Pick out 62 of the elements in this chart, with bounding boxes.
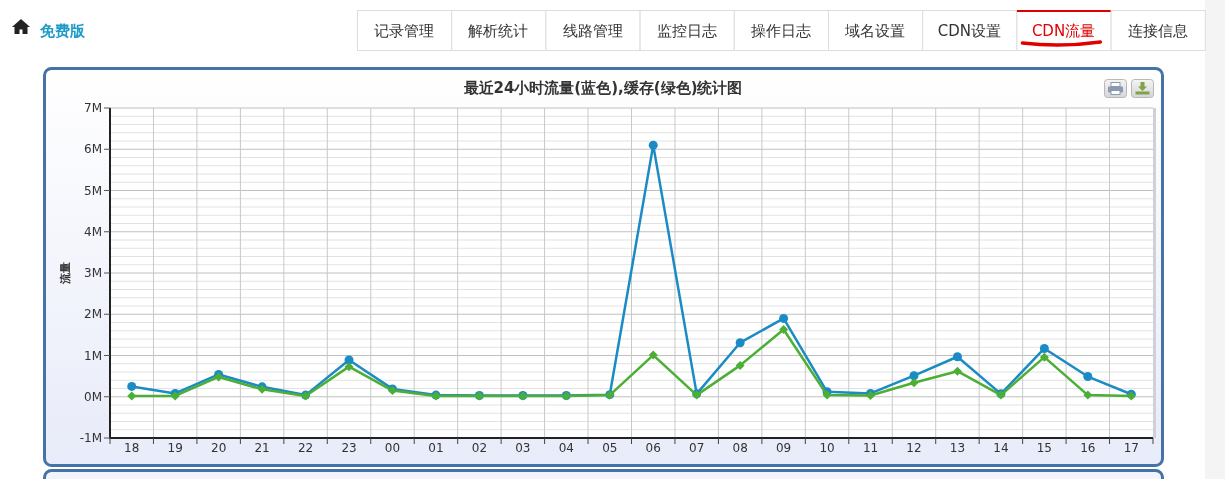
x-tick-label: 12 [906,441,922,455]
x-tick-label: 08 [732,441,748,455]
x-tick-label: 05 [602,441,618,455]
x-tick-label: 07 [689,441,705,455]
x-tick-label: 10 [819,441,835,455]
y-tick-label: 1M [84,348,102,363]
point [127,381,137,391]
x-tick-label: 19 [167,441,183,455]
y-axis-title: 流量 [59,262,72,285]
point [909,378,919,388]
point [909,371,919,381]
y-tick-label: 0M [84,389,102,404]
x-tick-label: 01 [428,441,444,455]
text: CDN流量 [1031,22,1096,40]
x-tick-label: 00 [384,441,401,455]
text: 操作日志 [750,22,811,40]
x-tick-label: 11 [862,441,879,455]
point [952,366,962,376]
point [344,355,354,365]
text: 连接信息 [1127,22,1188,40]
y-tick-label: 5M [84,183,102,198]
y-tick-label: -1M [79,431,102,446]
text: 解析统计 [468,22,529,40]
point [952,352,962,362]
text: 域名设置 [844,22,906,40]
text: 监控日志 [656,22,717,40]
x-tick-label: 04 [558,441,574,455]
point [344,362,354,372]
point [779,313,789,323]
point [1083,390,1093,400]
point [735,360,745,370]
y-tick-label: 6M [84,142,102,157]
x-tick-label: 03 [515,441,531,455]
x-tick-label: 13 [949,441,966,455]
x-tick-label: 23 [341,441,357,455]
x-tick-label: 06 [645,441,661,455]
point [779,325,789,335]
point [735,338,745,348]
y-tick-label: 2M [84,307,102,322]
text: 免费版 [39,22,86,40]
text: 线路管理 [562,22,623,40]
x-tick-label: 02 [471,441,488,455]
point [1039,352,1049,362]
x-tick-label: 21 [254,441,270,455]
point [1039,343,1049,353]
text: CDN设置 [937,22,1001,40]
point [648,140,658,150]
point [648,350,658,360]
x-tick-label: 22 [297,441,314,455]
point [1083,372,1093,382]
x-tick-label: 09 [775,441,792,455]
text: 记录管理 [374,22,435,40]
chart-title: 最近24小时流量(蓝色),缓存(绿色)统计图 [462,79,743,97]
x-tick-label: 20 [211,441,227,455]
y-tick-label: 4M [84,224,102,239]
x-tick-label: 18 [124,441,140,455]
y-tick-label: 3M [84,266,102,281]
x-tick-label: 17 [1123,441,1139,455]
x-tick-label: 16 [1080,441,1096,455]
y-tick-label: 7M [84,101,102,116]
x-tick-label: 15 [1036,441,1052,455]
x-tick-label: 14 [993,441,1009,455]
